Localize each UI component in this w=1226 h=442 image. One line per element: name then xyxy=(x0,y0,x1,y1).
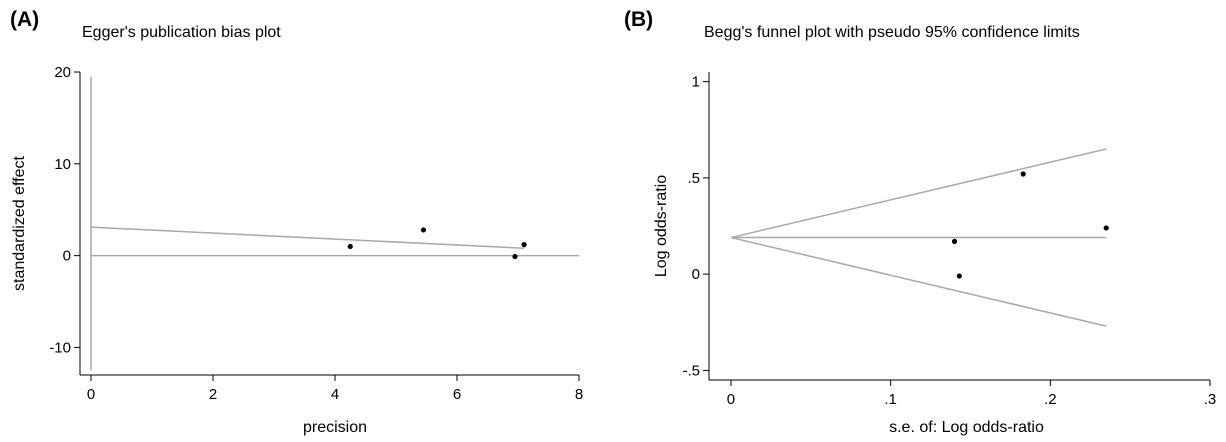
x-tick-label: 0 xyxy=(87,386,95,403)
y-tick-label: 1 xyxy=(692,74,700,91)
data-point xyxy=(521,242,527,248)
panel-b-title: Begg's funnel plot with pseudo 95% confi… xyxy=(704,24,1080,41)
data-point xyxy=(1103,225,1109,231)
y-tick-label: -10 xyxy=(49,339,71,356)
y-tick-label: -.5 xyxy=(682,362,700,379)
x-tick-label: .1 xyxy=(884,391,897,408)
x-axis-label: precision xyxy=(303,419,367,436)
x-tick-label: 0 xyxy=(727,391,735,408)
panel-b-label: (B) xyxy=(624,8,654,31)
x-tick-label: 4 xyxy=(331,386,339,403)
reference-line xyxy=(730,148,1107,239)
x-tick-label: .3 xyxy=(1204,391,1217,408)
y-tick-label: 0 xyxy=(63,248,71,265)
data-point xyxy=(420,227,427,233)
y-tick-label: 20 xyxy=(54,64,71,81)
chart-panel-a: 0 2 4 6 8 -10 0 10 20 precision standardized effec… xyxy=(11,64,583,436)
x-tick-label: 6 xyxy=(453,386,461,403)
y-axis-label: Log odds-ratio xyxy=(653,175,670,277)
chart-panel-b: 0 .1 .2 .3 -.5 0 .5 1 s.e. of: Log odds-ratio Log… xyxy=(653,72,1216,436)
data-point xyxy=(1020,171,1026,177)
x-tick-label: .2 xyxy=(1044,391,1057,408)
y-tick-label: .5 xyxy=(687,170,700,187)
x-tick-label: 8 xyxy=(575,386,583,403)
x-axis-label: s.e. of: Log odds-ratio xyxy=(889,419,1044,436)
data-point xyxy=(951,238,958,244)
y-tick-label: 0 xyxy=(692,266,700,283)
panel-a-label: (A) xyxy=(10,8,40,31)
y-axis-label: standardized effect xyxy=(11,155,28,290)
y-tick-label: 10 xyxy=(54,156,71,173)
data-point xyxy=(956,273,962,279)
x-tick-label: 2 xyxy=(209,386,217,403)
data-point xyxy=(347,243,353,250)
reference-line xyxy=(90,226,525,250)
reference-line xyxy=(730,236,1107,327)
panel-a-title: Egger's publication bias plot xyxy=(82,24,281,41)
data-point xyxy=(512,253,518,260)
